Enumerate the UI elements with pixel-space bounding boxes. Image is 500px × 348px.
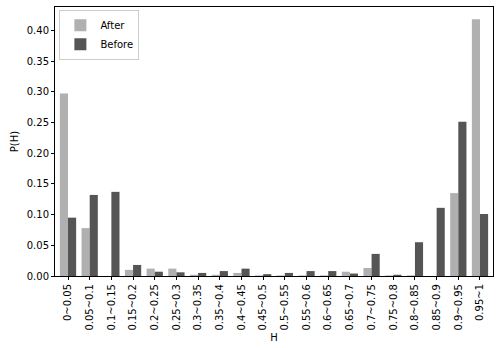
- svg-text:0.25: 0.25: [27, 117, 49, 128]
- svg-text:0~0.05: 0~0.05: [62, 284, 73, 321]
- svg-text:0.15~0.2: 0.15~0.2: [127, 284, 138, 331]
- svg-text:0.8~0.85: 0.8~0.85: [409, 284, 420, 331]
- svg-text:0.85~0.9: 0.85~0.9: [431, 284, 442, 331]
- svg-text:P(H): P(H): [9, 131, 20, 152]
- svg-text:0.6~0.65: 0.6~0.65: [322, 284, 333, 331]
- svg-text:0.3~0.35: 0.3~0.35: [192, 284, 203, 331]
- svg-text:0.4~0.45: 0.4~0.45: [236, 284, 247, 331]
- svg-text:0.2~0.25: 0.2~0.25: [149, 284, 160, 331]
- svg-text:0.1~0.15: 0.1~0.15: [106, 284, 117, 331]
- svg-text:0.35~0.4: 0.35~0.4: [214, 284, 225, 331]
- svg-text:0.05: 0.05: [27, 240, 49, 251]
- svg-text:After: After: [100, 20, 125, 31]
- svg-text:0.5~0.55: 0.5~0.55: [279, 284, 290, 331]
- svg-text:0.75~0.8: 0.75~0.8: [388, 284, 399, 331]
- svg-text:0.25~0.3: 0.25~0.3: [171, 284, 182, 331]
- svg-text:0.00: 0.00: [27, 271, 49, 282]
- svg-text:0.7~0.75: 0.7~0.75: [366, 284, 377, 331]
- svg-text:0.10: 0.10: [27, 209, 49, 220]
- svg-text:0.65~0.7: 0.65~0.7: [344, 284, 355, 331]
- svg-text:0.9~0.95: 0.9~0.95: [453, 284, 464, 331]
- svg-text:0.30: 0.30: [27, 86, 49, 97]
- svg-text:0.15: 0.15: [27, 178, 49, 189]
- svg-text:0.05~0.1: 0.05~0.1: [84, 284, 95, 331]
- svg-text:0.20: 0.20: [27, 148, 49, 159]
- svg-text:0.35: 0.35: [27, 56, 49, 67]
- svg-text:Before: Before: [100, 39, 133, 50]
- svg-text:0.45~0.5: 0.45~0.5: [257, 284, 268, 331]
- svg-text:0.40: 0.40: [27, 25, 49, 36]
- svg-text:0.95~1: 0.95~1: [474, 284, 485, 321]
- svg-text:H: H: [270, 332, 278, 343]
- svg-text:0.55~0.6: 0.55~0.6: [301, 284, 312, 331]
